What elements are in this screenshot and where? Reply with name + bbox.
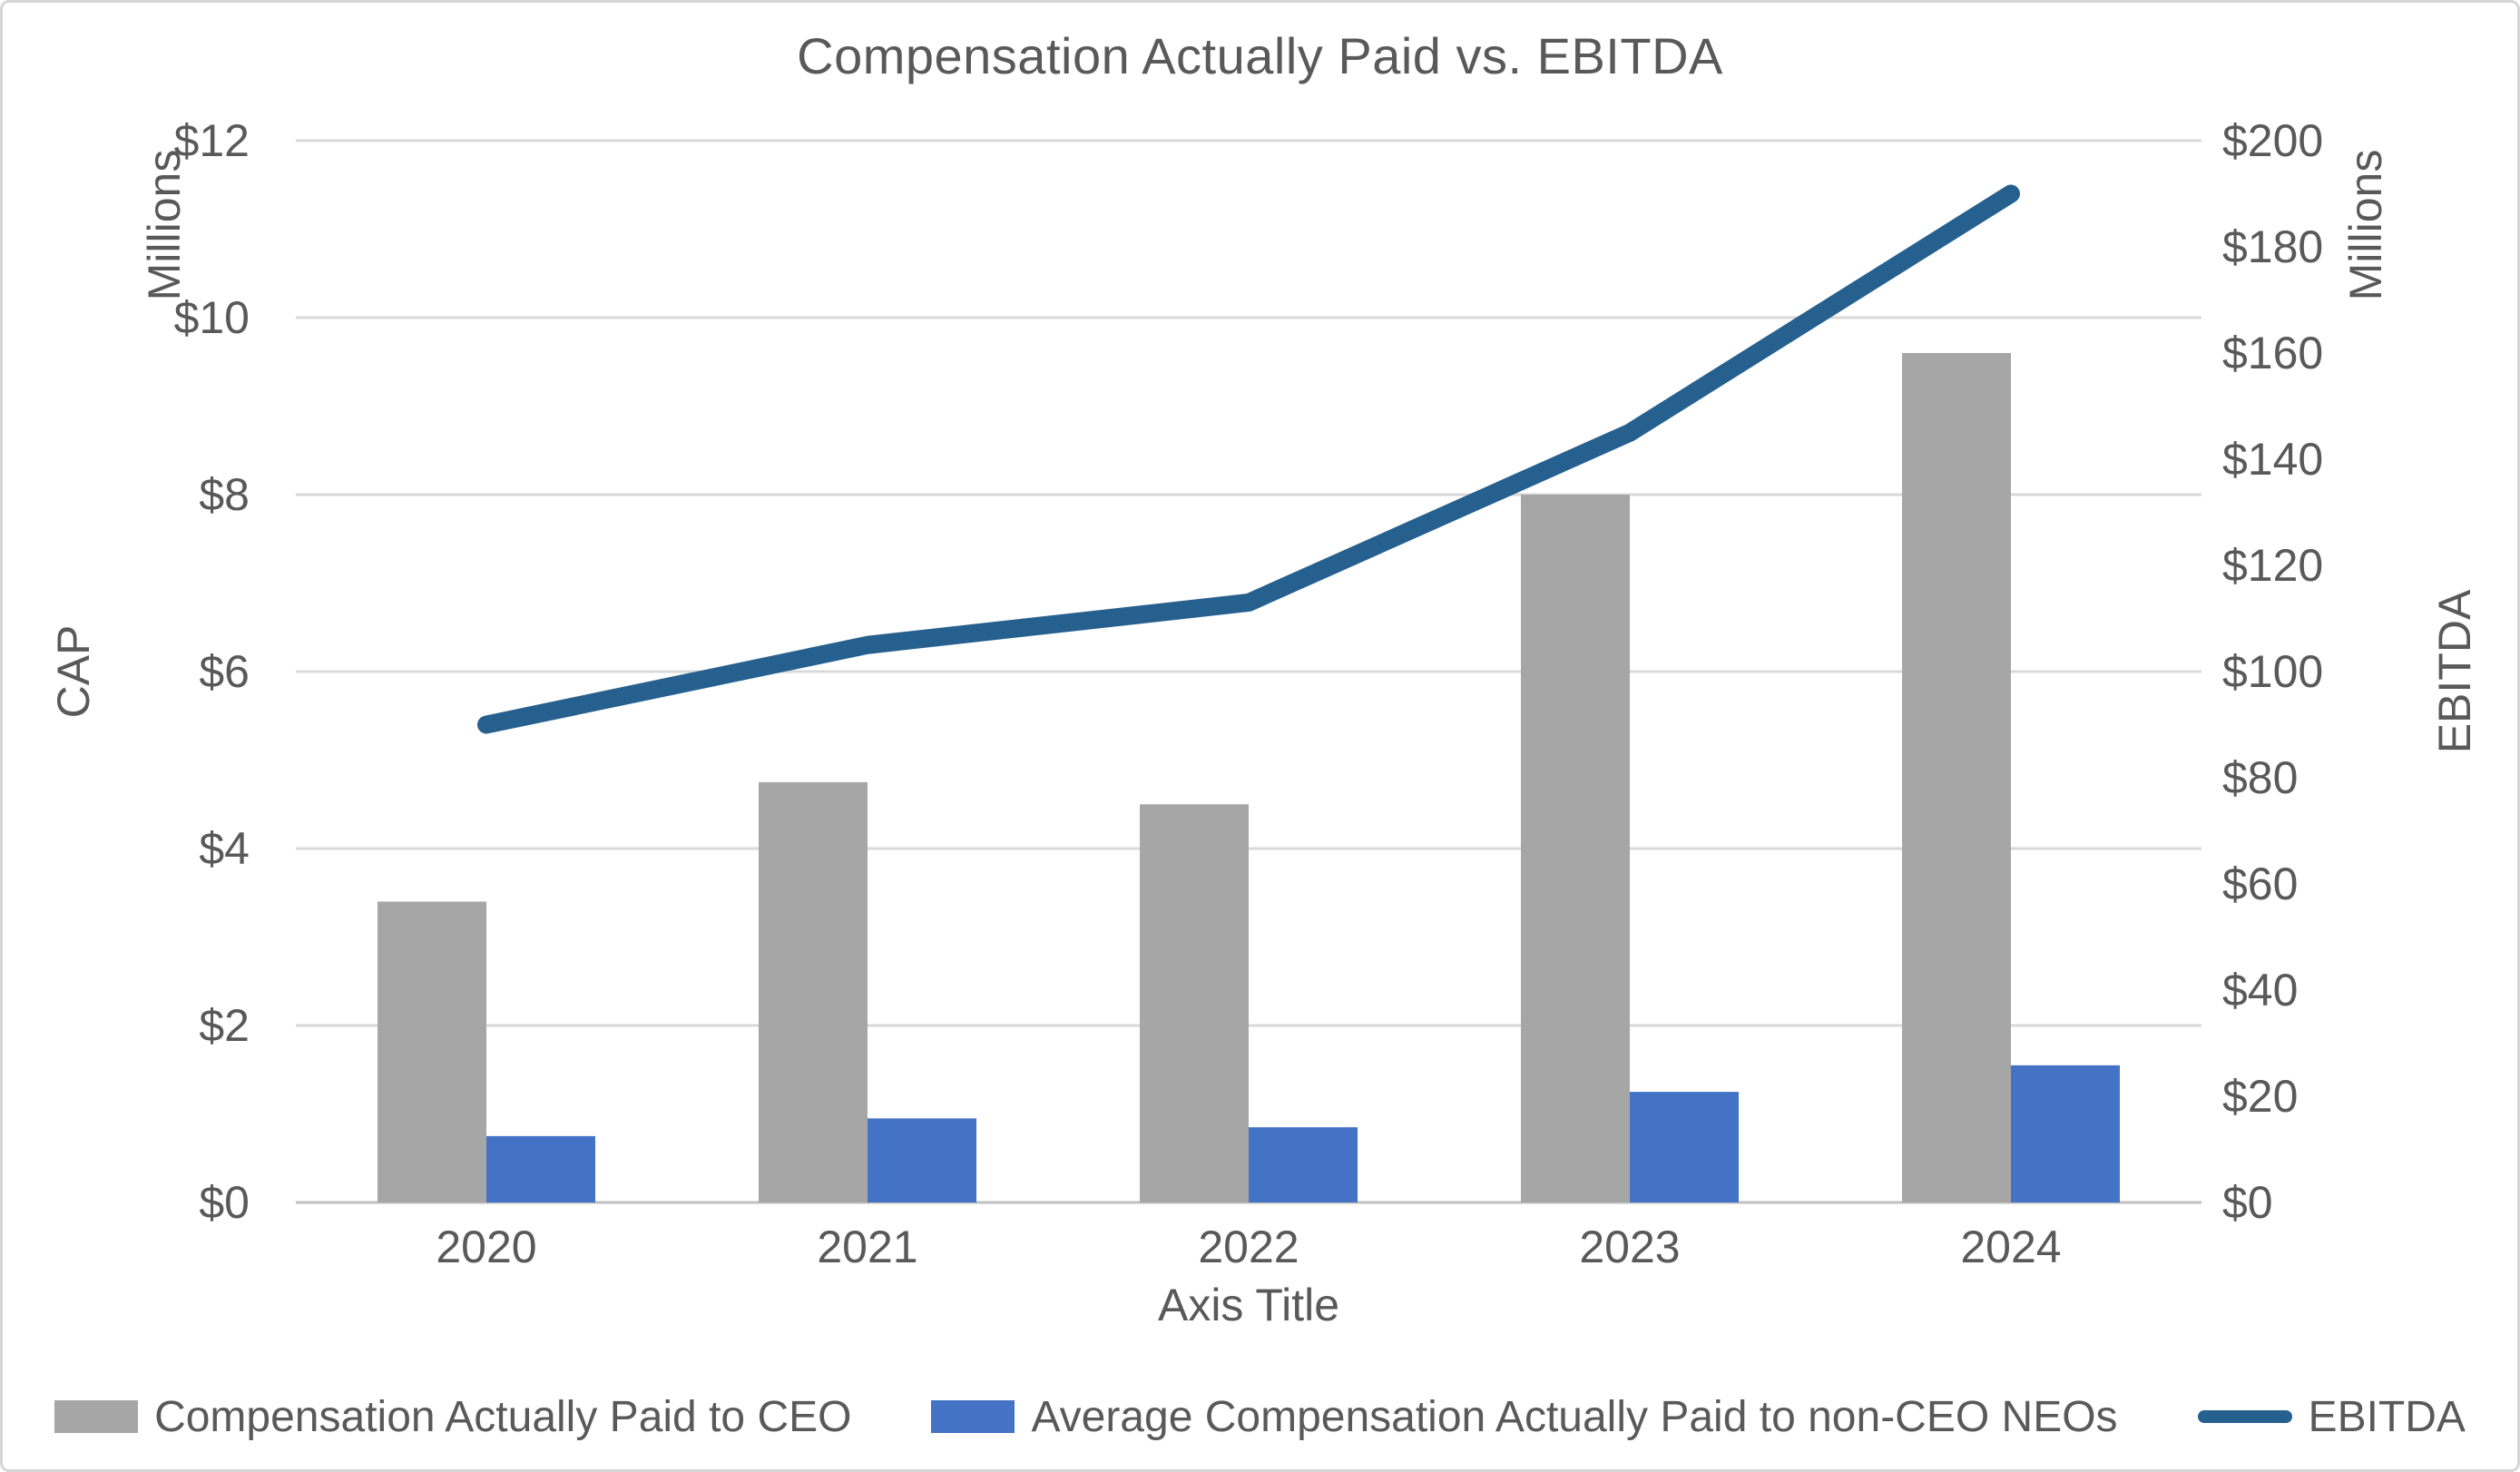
right-axis-tick-label: $60	[2222, 859, 2298, 909]
bar-ceo-cap-2023[interactable]	[1521, 495, 1630, 1202]
right-axis-tick-label: $20	[2222, 1071, 2298, 1122]
right-axis-tick-label: $100	[2222, 646, 2323, 697]
bar-ceo-cap-2021[interactable]	[759, 781, 868, 1202]
chart-canvas: $0 $2 $4 $6 $8 $10 $12 $0 $20 $40 $60 $80 $100 $120 $1…	[174, 115, 2324, 1272]
left-axis-tick-label: $10	[174, 292, 250, 343]
legend-swatch-ebitda-line	[2197, 1410, 2292, 1423]
bar-ceo-cap-2024[interactable]	[1902, 353, 2011, 1202]
left-axis-tick-label: $4	[199, 823, 250, 874]
right-axis-tick-label: $180	[2222, 221, 2323, 272]
x-axis-tick-label: 2023	[1579, 1222, 1680, 1272]
legend-label: Average Compensation Actually Paid to no…	[1031, 1392, 2118, 1441]
legend-label: EBITDA	[2308, 1392, 2466, 1441]
legend-label: Compensation Actually Paid to CEO	[154, 1392, 852, 1441]
x-axis-tick-label: 2020	[436, 1222, 536, 1272]
bar-neo-cap-2024[interactable]	[2011, 1065, 2120, 1202]
line-ebitda[interactable]	[477, 184, 2020, 734]
right-axis-tick-label: $0	[2222, 1177, 2273, 1228]
bar-neo-cap-2022[interactable]	[1249, 1127, 1358, 1202]
right-axis-tick-label: $40	[2222, 965, 2298, 1016]
legend-swatch-ceo-bar	[54, 1400, 139, 1433]
bar-ceo-cap-2022[interactable]	[1140, 804, 1249, 1202]
left-axis-tick-label: $6	[199, 646, 250, 697]
left-axis-tick-label: $12	[174, 115, 250, 166]
legend-item-ceo-cap[interactable]: Compensation Actually Paid to CEO	[54, 1392, 851, 1442]
right-axis-tick-label: $200	[2222, 115, 2323, 166]
chart-title: Compensation Actually Paid vs. EBITDA	[797, 27, 1723, 84]
legend-item-neo-cap[interactable]: Average Compensation Actually Paid to no…	[931, 1392, 2118, 1442]
right-axis-tick-label: $120	[2222, 540, 2323, 591]
right-axis-tick-label: $160	[2222, 328, 2323, 378]
bar-neo-cap-2023[interactable]	[1630, 1092, 1739, 1202]
right-axis-units-label: Millions	[2340, 149, 2391, 301]
bar-neo-cap-2020[interactable]	[486, 1135, 595, 1202]
x-axis-tick-label: 2024	[1960, 1222, 2061, 1272]
left-axis-tick-label: $2	[199, 1000, 250, 1051]
legend-item-ebitda[interactable]: EBITDA	[2197, 1392, 2466, 1442]
x-axis-tick-label: 2021	[817, 1222, 917, 1272]
left-axis-units-label: Millions	[139, 149, 190, 301]
left-axis-title: CAP	[48, 624, 99, 719]
bar-ceo-cap-2020[interactable]	[378, 901, 486, 1203]
legend-swatch-neo-bar	[931, 1400, 1015, 1433]
left-axis-tick-label: $8	[199, 469, 250, 520]
right-axis-tick-label: $140	[2222, 434, 2323, 485]
right-axis-tick-label: $80	[2222, 752, 2298, 803]
x-axis-tick-label: 2022	[1198, 1222, 1299, 1272]
x-axis-title: Axis Title	[1157, 1280, 1340, 1330]
right-axis-title: EBITDA	[2429, 589, 2480, 754]
bar-neo-cap-2021[interactable]	[868, 1118, 976, 1202]
chart-legend: Compensation Actually Paid to CEO Averag…	[3, 1388, 2517, 1446]
left-axis-tick-label: $0	[199, 1177, 250, 1228]
